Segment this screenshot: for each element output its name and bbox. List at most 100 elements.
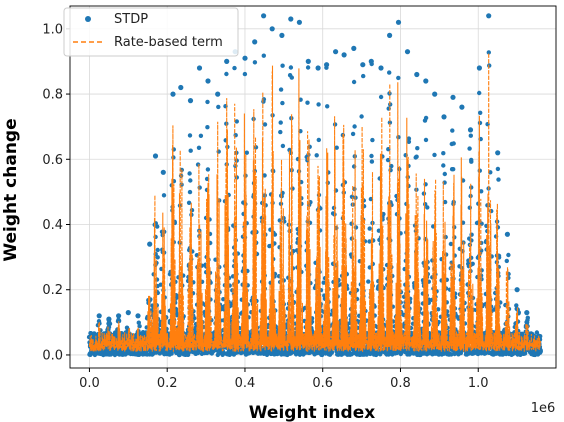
stdp-point [188, 178, 193, 183]
stdp-point [187, 171, 192, 176]
stdp-point [387, 70, 392, 75]
stdp-peak-point [432, 91, 438, 97]
legend: STDP Rate-based term [63, 7, 239, 57]
x-tick-label: 0.2 [157, 376, 178, 391]
stdp-point [423, 115, 429, 121]
stdp-point [423, 137, 429, 143]
stdp-peak-point [360, 62, 366, 68]
plot-area [86, 13, 543, 358]
stdp-point [325, 104, 330, 109]
stdp-point [198, 133, 204, 138]
stdp-peak-point [269, 26, 275, 32]
stdp-point [353, 225, 359, 230]
stdp-point [188, 148, 193, 153]
stdp-point [467, 205, 472, 210]
stdp-peak-point [459, 104, 465, 110]
stdp-point [425, 205, 430, 210]
stdp-point [224, 71, 229, 77]
stdp-point [441, 163, 446, 168]
stdp-peak-point [125, 310, 131, 316]
stdp-point [187, 133, 193, 138]
stdp-point [186, 200, 192, 205]
stdp-peak-point [423, 78, 429, 84]
y-axis-title: Weight change [1, 118, 21, 261]
legend-rate-label: Rate-based term [114, 35, 223, 50]
stdp-peak-point [324, 62, 330, 68]
y-tick-label: 0.0 [42, 348, 63, 363]
stdp-point [262, 122, 268, 127]
stdp-point [370, 137, 375, 143]
stdp-point [369, 159, 375, 164]
y-tick-label: 0.8 [42, 88, 63, 103]
stdp-point [467, 146, 472, 151]
stdp-peak-point [187, 98, 194, 104]
stdp-peak-point [242, 55, 248, 61]
stdp-point [450, 128, 455, 133]
stdp-point [506, 252, 511, 258]
stdp-point [289, 75, 294, 80]
x-tick-label: 0.4 [235, 376, 256, 391]
stdp-point [305, 100, 310, 105]
stdp-point [478, 110, 483, 116]
stdp-peak-point [96, 313, 102, 319]
stdp-peak-point [467, 127, 474, 133]
stdp-peak-point [147, 241, 153, 247]
stdp-point [350, 131, 356, 137]
stdp-point [232, 65, 237, 71]
stdp-peak-point [514, 287, 520, 293]
stdp-point [155, 247, 160, 253]
stdp-point [155, 224, 160, 229]
stdp-point [396, 75, 401, 81]
x-axis-title: Weight index [249, 403, 375, 422]
stdp-point [479, 221, 484, 226]
stdp-point [495, 166, 501, 172]
stdp-point [442, 171, 447, 177]
stdp-point [469, 232, 474, 237]
stdp-point [329, 350, 334, 355]
stdp-peak-point [160, 169, 166, 175]
stdp-point [443, 234, 448, 240]
stdp-point [161, 193, 167, 198]
stdp-point [252, 60, 258, 65]
stdp-point [280, 63, 285, 68]
stdp-point [367, 226, 372, 231]
stdp-point [187, 189, 193, 195]
stdp-peak-point [333, 49, 339, 55]
stdp-point [421, 191, 427, 196]
stdp-point [496, 177, 501, 182]
stdp-point [489, 208, 494, 214]
legend-stdp-label: STDP [114, 12, 148, 27]
stdp-point [280, 100, 285, 106]
stdp-peak-point [395, 19, 402, 25]
stdp-peak-point [205, 78, 211, 84]
stdp-peak-point [441, 114, 447, 120]
stdp-peak-point [387, 32, 393, 39]
stdp-peak-point [106, 316, 112, 322]
stdp-point [352, 124, 357, 129]
stdp-peak-point [178, 84, 184, 91]
stdp-point [242, 71, 248, 77]
stdp-point [451, 167, 456, 172]
y-tick-label: 0.4 [42, 218, 63, 233]
stdp-point [155, 255, 160, 260]
stdp-point [205, 99, 210, 105]
y-tick-label: 1.0 [42, 22, 63, 37]
stdp-point [216, 104, 221, 110]
stdp-point [244, 150, 249, 155]
stdp-point [504, 258, 509, 264]
stdp-point [195, 162, 201, 167]
stdp-point [314, 153, 319, 158]
x-tick-label: 0.8 [390, 376, 411, 391]
stdp-point [359, 114, 364, 119]
stdp-point [107, 321, 113, 326]
stdp-point [468, 133, 473, 138]
stdp-point [306, 152, 311, 157]
stdp-point [278, 87, 284, 92]
x-tick-label: 0.6 [312, 376, 333, 391]
stdp-point [451, 141, 456, 146]
stdp-point [378, 94, 384, 100]
stdp-peak-point [252, 39, 258, 45]
legend-stdp-marker [85, 16, 91, 22]
stdp-point [316, 137, 321, 143]
